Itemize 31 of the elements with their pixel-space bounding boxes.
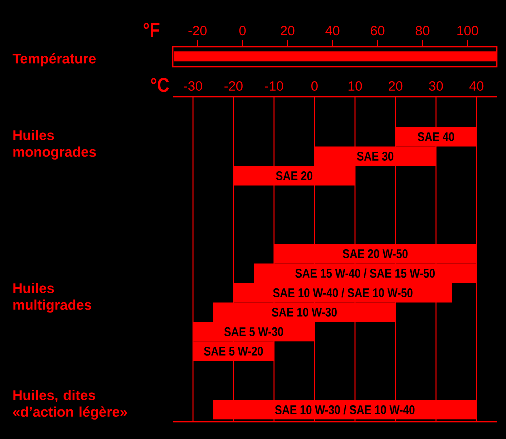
x2-axis-title: °F [144,23,160,37]
x2-tick-label: 20 [281,26,295,36]
x2-tick-label: 100 [458,26,478,36]
y-tick-label: SAE 5 W-20 [204,346,264,356]
y-tick-label: SAE 10 W-30 [272,308,337,317]
x-axis-title: °C [151,78,170,92]
y-tick-label: SAE 30 [357,152,394,161]
x2-tick-label: 80 [416,26,430,36]
text: Température [12,53,96,67]
x-tick-label: 10 [348,82,362,91]
y-tick-label: SAE 5 W-30 [224,327,284,336]
text: Huiles monogrades [14,130,96,160]
y-tick-label: SAE 15 W-40 / SAE 15 W-50 [296,268,436,278]
x2-tick-label: 60 [371,26,385,36]
x2-tick-label: 40 [326,26,340,36]
x-tick-label: -30 [184,82,202,91]
y-tick-label: SAE 20 [276,171,313,180]
x-tick-label: -20 [224,82,243,91]
x-tick-label: 30 [429,82,444,91]
y-tick-label: SAE 40 [418,132,454,142]
x-tick-label: 40 [470,82,484,91]
y-tick-label: SAE 20 W-50 [343,249,408,258]
x-tick-label: -10 [265,82,284,91]
y-tick-label: SAE 10 W-40 / SAE 10 W-50 [273,288,413,298]
x-tick-label: 0 [312,82,318,91]
x-tick-label: 20 [389,82,403,91]
x2-tick-label: -20 [188,26,207,36]
text: Huiles multigrades [14,283,92,313]
x2-tick-label: 0 [240,26,246,36]
y-tick-label: SAE 10 W-30 / SAE 10 W-40 [275,405,415,415]
text: Huiles, dites «d’action légère» [13,390,128,420]
